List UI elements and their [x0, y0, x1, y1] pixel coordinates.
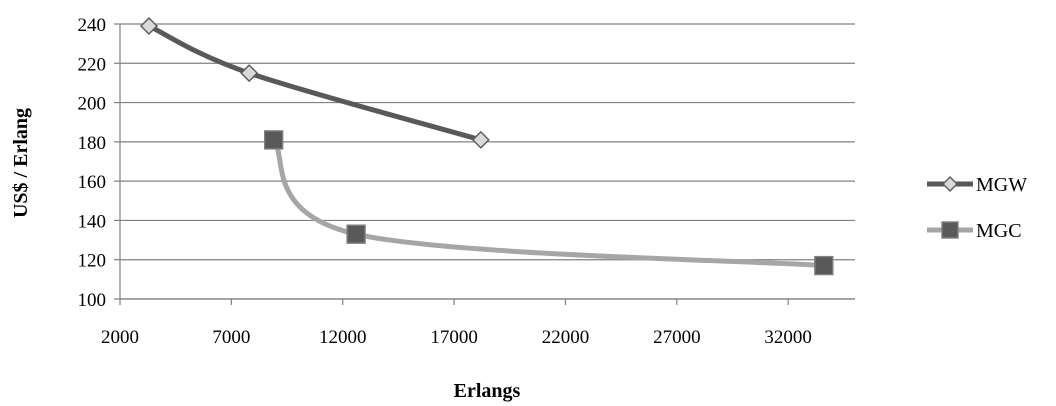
x-tick-label-27000: 27000 [653, 327, 701, 348]
y-tick-label-140: 140 [78, 211, 107, 232]
y-tick-label-160: 160 [78, 172, 107, 193]
data-point-mgc-3 [814, 255, 834, 276]
legend-label-mgw: MGW [976, 174, 1027, 196]
legend-marker-mgc [941, 221, 959, 239]
x-tick-label-12000: 12000 [319, 327, 367, 348]
data-point-mgw-1 [139, 16, 158, 35]
x-tick-label-2000: 2000 [101, 327, 139, 348]
legend-marker-mgw [942, 176, 958, 192]
x-axis-title: Erlangs [454, 380, 521, 402]
y-tick-label-240: 240 [78, 15, 107, 36]
y-tick-label-200: 200 [78, 94, 107, 115]
data-point-mgw-2 [240, 64, 259, 83]
y-tick-label-120: 120 [78, 251, 107, 272]
series-line-mgc [271, 137, 827, 269]
legend-label-mgc: MGC [976, 220, 1022, 242]
series-lines [146, 23, 827, 269]
series-line-mgw [146, 23, 484, 143]
y-axis-title: US$ / Erlang [10, 108, 32, 218]
legend: MGW MGC [927, 174, 1027, 242]
x-tick-label-7000: 7000 [212, 327, 250, 348]
axes [114, 23, 855, 305]
data-markers [139, 16, 834, 276]
x-tick-label-22000: 22000 [542, 327, 590, 348]
data-point-mgc-1 [263, 130, 284, 150]
y-tick-label-100: 100 [78, 290, 107, 311]
y-tick-label-180: 180 [78, 133, 107, 154]
data-point-mgw-3 [471, 130, 490, 149]
x-tick-labels: 2000 7000 12000 17000 22000 27000 32000 [101, 327, 812, 348]
data-point-mgc-2 [346, 224, 366, 244]
x-tick-label-17000: 17000 [430, 327, 478, 348]
y-tick-labels: 100 120 140 160 180 200 220 240 [78, 15, 107, 311]
x-tick-label-32000: 32000 [764, 327, 812, 348]
y-tick-label-220: 220 [78, 54, 107, 75]
